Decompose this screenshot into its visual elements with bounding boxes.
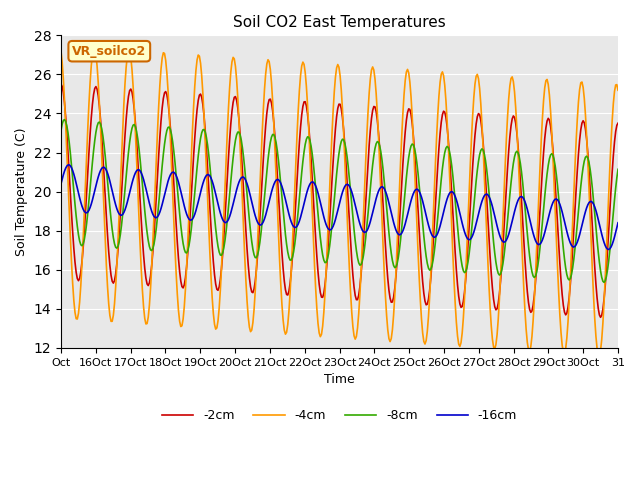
-4cm [564, 319, 572, 325]
Text: VR_soilco2: VR_soilco2 [72, 45, 147, 58]
-2cm [467, 203, 474, 209]
-8cm [232, 137, 239, 143]
-16cm [468, 235, 476, 240]
-16cm [564, 233, 572, 239]
-2cm [230, 95, 238, 100]
-4cm [370, 67, 378, 73]
-4cm [397, 159, 404, 165]
-4cm [232, 63, 239, 69]
-16cm [65, 162, 73, 168]
-8cm [600, 279, 608, 285]
-4cm [293, 131, 301, 137]
-4cm [57, 48, 65, 54]
-16cm [397, 231, 404, 237]
-16cm [605, 247, 612, 252]
Legend: -2cm, -4cm, -8cm, -16cm: -2cm, -4cm, -8cm, -16cm [157, 404, 522, 427]
-8cm [57, 127, 65, 133]
-2cm [369, 108, 376, 113]
-2cm [563, 310, 571, 316]
Line: -8cm: -8cm [61, 120, 618, 282]
-4cm [596, 353, 604, 359]
-2cm [57, 81, 65, 87]
-16cm [232, 192, 239, 197]
-8cm [61, 117, 68, 122]
-4cm [90, 45, 97, 51]
-8cm [293, 220, 301, 226]
Line: -16cm: -16cm [61, 165, 618, 250]
-16cm [614, 220, 622, 226]
-16cm [293, 223, 301, 229]
-8cm [370, 153, 378, 158]
-8cm [397, 237, 404, 242]
-8cm [468, 228, 476, 234]
-8cm [564, 276, 572, 281]
-2cm [614, 120, 622, 126]
-4cm [614, 87, 622, 93]
Line: -2cm: -2cm [61, 84, 618, 317]
X-axis label: Time: Time [324, 373, 355, 386]
-2cm [396, 221, 403, 227]
-2cm [292, 197, 300, 203]
Line: -4cm: -4cm [61, 48, 618, 356]
-16cm [57, 181, 65, 187]
Y-axis label: Soil Temperature (C): Soil Temperature (C) [15, 127, 28, 256]
-16cm [370, 205, 378, 211]
Title: Soil CO2 East Temperatures: Soil CO2 East Temperatures [233, 15, 446, 30]
-4cm [468, 135, 476, 141]
-2cm [596, 314, 604, 320]
-8cm [614, 167, 622, 172]
